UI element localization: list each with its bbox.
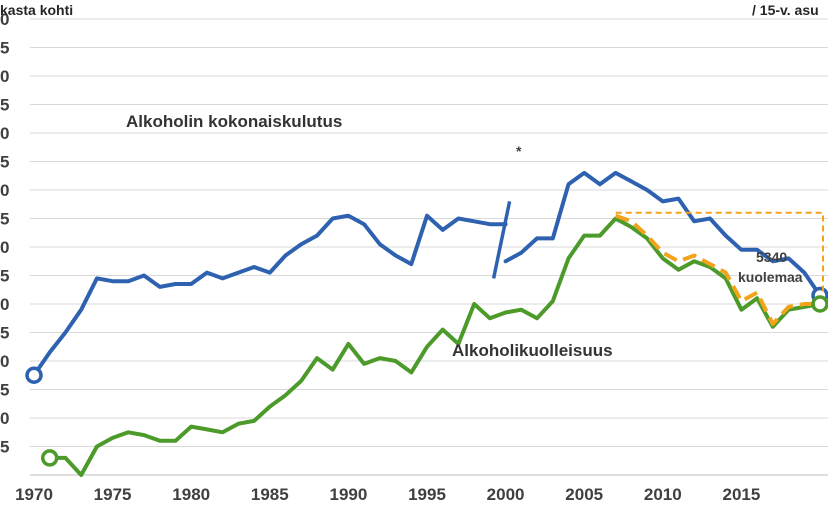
y-tick-label: 5 bbox=[0, 210, 9, 229]
annotation-unit: kuolemaa bbox=[738, 269, 803, 285]
y-tick-label: 0 bbox=[0, 352, 9, 371]
x-tick-label: 2015 bbox=[722, 485, 760, 504]
x-tick-label: 2005 bbox=[565, 485, 603, 504]
x-axis-tick-labels: 1970 1975 1980 1985 1990 1995 2000 2005 2010 2015 bbox=[15, 485, 760, 504]
y-tick-label: 0 bbox=[0, 67, 9, 86]
right-unit-label: / 15-v. asu bbox=[752, 2, 819, 18]
x-tick-label: 1980 bbox=[172, 485, 210, 504]
break-marker bbox=[491, 201, 512, 279]
y-tick-label: 5 bbox=[0, 96, 9, 115]
y-tick-label: 0 bbox=[0, 181, 9, 200]
gridlines bbox=[30, 18, 828, 447]
y-tick-label: 0 bbox=[0, 10, 9, 29]
y-tick-label: 0 bbox=[0, 295, 9, 314]
y-tick-label: 5 bbox=[0, 39, 9, 58]
series-line-highlight bbox=[614, 213, 820, 326]
annotation-bracket bbox=[615, 211, 824, 295]
x-tick-label: 1970 bbox=[15, 485, 53, 504]
y-tick-label: 5 bbox=[0, 153, 9, 172]
endpoint-marker bbox=[25, 366, 43, 384]
x-tick-label: 1995 bbox=[408, 485, 446, 504]
y-tick-label: 0 bbox=[0, 238, 9, 257]
break-note: * bbox=[516, 143, 522, 159]
endpoint-marker bbox=[811, 295, 828, 313]
y-axis-tick-labels: 5 0 5 0 5 0 5 0 5 0 5 0 5 0 5 0 bbox=[0, 10, 9, 457]
series-line-mortality bbox=[47, 216, 822, 477]
annotation-layer bbox=[615, 211, 824, 295]
y-tick-label: 5 bbox=[0, 438, 9, 457]
y-tick-label: 5 bbox=[0, 267, 9, 286]
series-label-consumption: Alkoholin kokonaiskulutus bbox=[126, 112, 342, 131]
x-tick-label: 2010 bbox=[644, 485, 682, 504]
y-tick-label: 5 bbox=[0, 324, 9, 343]
series-line-consumption bbox=[32, 213, 508, 378]
x-tick-label: 1985 bbox=[251, 485, 289, 504]
series-layer bbox=[25, 170, 828, 477]
annotation-value: 5340 bbox=[756, 249, 787, 265]
x-tick-label: 2000 bbox=[487, 485, 525, 504]
series-label-mortality: Alkoholikuolleisuus bbox=[452, 341, 613, 360]
endpoint-marker bbox=[40, 449, 59, 467]
series-line-consumption bbox=[503, 170, 822, 298]
x-tick-label: 1975 bbox=[94, 485, 132, 504]
y-tick-label: 5 bbox=[0, 381, 9, 400]
y-tick-label: 0 bbox=[0, 409, 9, 428]
x-tick-label: 1990 bbox=[329, 485, 367, 504]
left-unit-label: kasta kohti bbox=[0, 2, 73, 18]
y-tick-label: 0 bbox=[0, 124, 9, 143]
